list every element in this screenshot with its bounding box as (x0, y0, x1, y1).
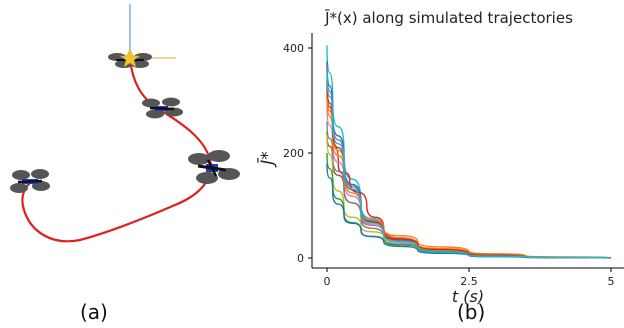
series-line-14 (326, 71, 612, 259)
series-line-11 (326, 163, 612, 259)
series-line-8 (326, 121, 612, 259)
series-line-3 (326, 66, 612, 259)
series-line-1 (326, 45, 612, 259)
series-line-5 (326, 89, 612, 259)
y-axis-label: J̄* (256, 151, 278, 168)
y-tick-label: 200 (283, 147, 304, 160)
panel-a-trajectory-illustration (10, 4, 240, 243)
x-tick-label: 0 (324, 275, 331, 288)
trajectory-curve (21, 57, 213, 243)
panel-b-chart: J̄*(x) along simulated trajectories 0 2.5… (256, 8, 624, 306)
y-tick-label: 400 (283, 42, 304, 55)
series-line-9 (326, 134, 612, 259)
y-ticks: 0 200 400 (283, 42, 312, 265)
series-line-10 (326, 152, 612, 259)
x-ticks: 0 2.5 5 (324, 268, 615, 288)
series-line-6 (326, 131, 612, 259)
x-tick-label: 5 (608, 275, 615, 288)
chart-title: J̄*(x) along simulated trajectories (324, 8, 573, 27)
plot-area (326, 45, 612, 259)
goal-star-icon (119, 48, 141, 68)
caption-a: (a) (80, 300, 108, 324)
drone-mid-upper (142, 97, 183, 119)
x-tick-label: 2.5 (460, 275, 478, 288)
series-line-12 (326, 95, 612, 259)
x-axis-label: t (s) (452, 287, 484, 306)
y-tick-label: 0 (297, 252, 304, 265)
caption-b: (b) (457, 300, 486, 324)
series-line-7 (326, 105, 612, 259)
drone-start (10, 169, 50, 193)
drone-mid-lower (188, 150, 240, 184)
